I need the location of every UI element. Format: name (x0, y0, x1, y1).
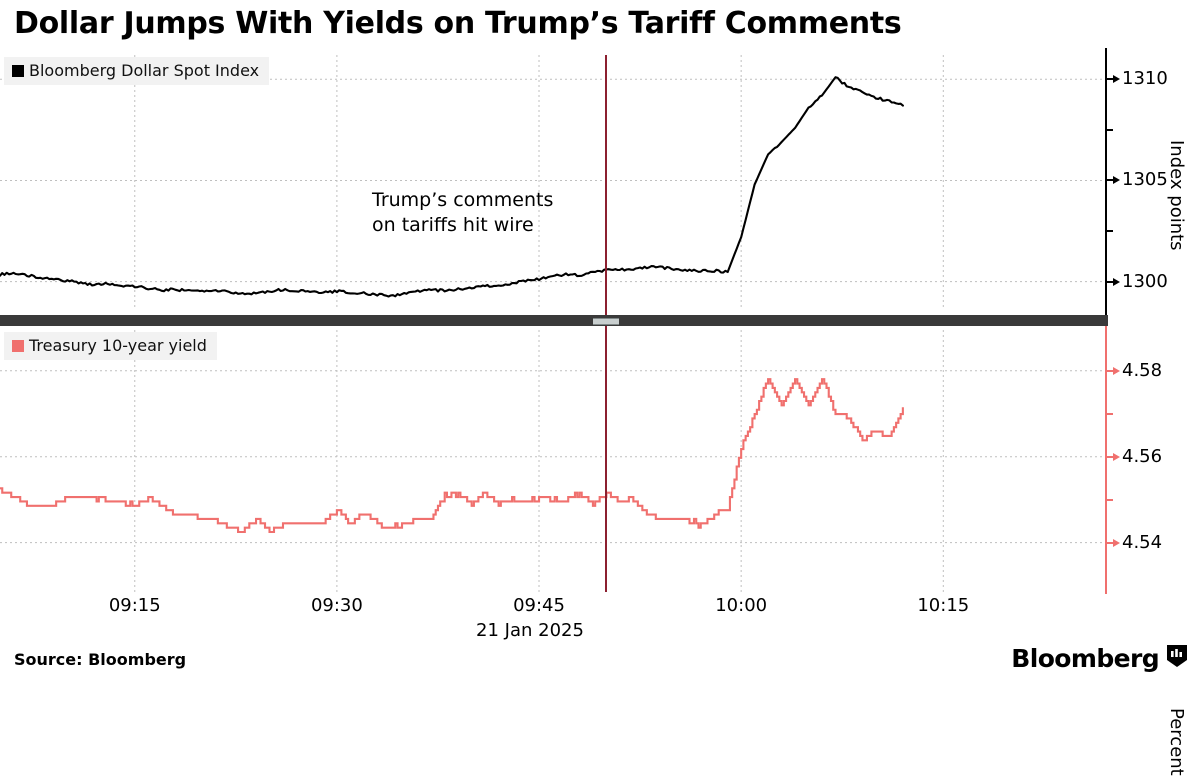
axis-tick-arrow (1113, 452, 1120, 461)
event-marker-line-bottom (605, 326, 608, 592)
axis-tick-label: 4.56 (1122, 445, 1163, 467)
axis-tick-label: 4.54 (1122, 531, 1163, 553)
axis-tick-major (1107, 280, 1116, 283)
axis-tick-arrow (1113, 75, 1120, 84)
chart-title: Dollar Jumps With Yields on Trump’s Tari… (14, 6, 902, 41)
dollar-index-plot (0, 55, 1105, 310)
event-annotation: Trump’s comments on tariffs hit wire (372, 189, 554, 236)
bloomberg-brand: Bloomberg (1011, 644, 1188, 672)
axis-tick-major (1107, 179, 1116, 182)
treasury-yield-svg (0, 330, 1105, 592)
axis-tick-label: 1305 (1122, 169, 1168, 191)
x-axis-date: 21 Jan 2025 (476, 620, 584, 641)
legend-label-dollar-index: Bloomberg Dollar Spot Index (29, 61, 260, 80)
axis-tick-label: 1300 (1122, 270, 1168, 292)
brand-wordmark: Bloomberg (1011, 643, 1159, 673)
source-note: Source: Bloomberg (14, 650, 187, 669)
axis-tick-major (1107, 78, 1116, 81)
x-tick-label: 10:00 (715, 595, 768, 616)
black-square-icon (12, 65, 24, 77)
axis-tick-arrow (1113, 176, 1120, 185)
axis-tick-arrow (1113, 538, 1120, 547)
axis-tick-label: 4.58 (1122, 359, 1163, 381)
axis-spine-top (1105, 48, 1107, 318)
treasury-yield-line (0, 378, 904, 534)
legend-dollar-index: Bloomberg Dollar Spot Index (4, 57, 270, 85)
x-tick-label: 10:15 (917, 595, 970, 616)
x-tick-label: 09:15 (108, 595, 161, 616)
event-marker-line-top (605, 55, 608, 315)
bloomberg-terminal-icon (1166, 644, 1188, 672)
panel-divider-handle[interactable] (593, 318, 619, 325)
treasury-yield-plot (0, 330, 1105, 592)
red-square-icon (12, 340, 24, 352)
axis-tick-minor (1107, 412, 1113, 415)
axis-tick-minor (1107, 498, 1113, 501)
legend-treasury-yield: Treasury 10-year yield (4, 332, 217, 360)
x-axis-labels: 09:15 09:30 09:45 10:00 10:15 (0, 595, 1105, 621)
right-axis-index-points: 1300 1305 1310 Index points (1105, 48, 1200, 318)
axis-tick-label: 1310 (1122, 68, 1168, 90)
axis-tick-major (1107, 541, 1116, 544)
axis-tick-minor (1107, 230, 1113, 233)
right-axis-percent: 4.54 4.56 4.58 Percent (1105, 326, 1200, 776)
gridlines-bottom (0, 330, 1105, 592)
axis-title-index-points: Index points (1166, 140, 1187, 251)
axis-tick-arrow (1113, 277, 1120, 286)
axis-tick-arrow (1113, 366, 1120, 375)
axis-tick-major (1107, 369, 1116, 372)
axis-tick-major (1107, 455, 1116, 458)
dollar-index-line (0, 76, 904, 298)
legend-label-treasury-yield: Treasury 10-year yield (29, 336, 207, 355)
axis-tick-minor (1107, 128, 1113, 131)
gridlines-top (0, 55, 1105, 310)
axis-title-percent: Percent (1166, 708, 1187, 776)
axis-spine-bottom (1105, 326, 1107, 594)
dollar-index-svg (0, 55, 1105, 310)
panel-divider (0, 315, 1108, 326)
x-tick-label: 09:30 (310, 595, 363, 616)
x-tick-label: 09:45 (513, 595, 565, 616)
chart-root: Dollar Jumps With Yields on Trump’s Tari… (0, 6, 1200, 776)
